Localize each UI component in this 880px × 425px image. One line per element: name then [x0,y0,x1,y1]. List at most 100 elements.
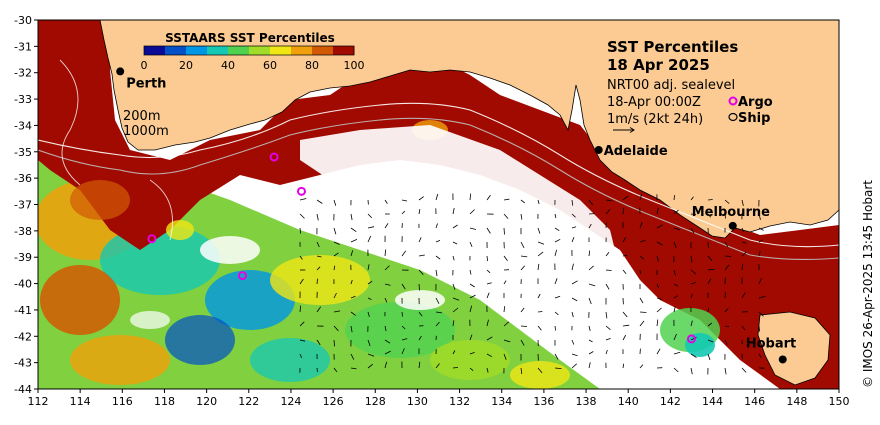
current-vector [622,324,630,327]
current-vector [656,224,663,229]
current-vector [486,319,489,327]
current-vector [520,241,525,248]
current-vector [367,297,372,301]
current-vector [486,292,490,299]
current-vector [316,213,319,221]
city-label-adelaide: Adelaide [604,144,668,159]
current-vector [554,238,561,243]
current-vector [486,282,492,285]
current-vector [537,367,543,374]
current-vector [758,353,762,358]
lat-tick-label: -32 [14,67,32,80]
current-vector [316,241,320,248]
legend-200m: 200m [123,109,160,124]
current-vector [673,195,675,201]
current-vector [758,278,762,285]
current-vector [486,227,491,234]
ship-legend-icon [728,112,738,122]
current-vector [741,227,744,233]
lon-tick-label: 130 [407,395,428,408]
current-vector [435,297,440,304]
lon-tick-label: 146 [744,395,765,408]
current-vector [707,255,713,262]
current-vector [316,306,322,313]
current-vector [673,295,679,299]
current-vector [639,255,645,260]
current-vector [333,292,337,299]
current-vector [469,269,472,275]
current-vector [384,199,388,204]
current-vector [367,226,375,229]
colorbar-swatches [144,46,355,55]
current-vector [384,361,388,369]
current-vector [605,311,608,319]
current-vector [741,251,747,257]
current-vector [656,241,663,246]
current-vector [673,227,681,231]
current-vector [571,297,578,302]
current-vector [469,352,475,355]
current-vector [418,237,422,243]
lon-tick-label: 136 [533,395,554,408]
lon-tick-label: 132 [449,395,470,408]
current-vector [435,255,441,260]
colorbar-swatch [207,46,229,55]
current-vector [333,367,338,373]
current-vector [724,264,730,271]
city-dot-perth [116,67,125,76]
current-vector [418,254,425,257]
current-vector [384,325,387,332]
current-vector [639,239,646,243]
lon-tick-label: 150 [829,395,850,408]
current-vector [469,209,475,215]
current-vector [571,353,578,357]
colorbar-tick-label: 40 [221,59,235,72]
current-vector [758,227,764,231]
current-vector [707,307,709,313]
current-vector [656,207,659,215]
current-vector [401,210,406,215]
current-vector [690,353,697,358]
city-label-melbourne: Melbourne [692,205,770,220]
current-vector [469,294,476,299]
current-vector [639,311,647,313]
current-vector [588,223,592,229]
current-vector [622,207,625,215]
current-vector [554,213,557,219]
current-vector [384,297,388,303]
lon-tick-label: 116 [112,395,133,408]
current-vector [690,196,694,201]
lat-tick-label: -37 [14,199,32,212]
current-vector [741,325,746,331]
colorbar-swatch [270,46,292,55]
current-vector [690,269,696,275]
current-vector [673,306,676,313]
current-vector [554,227,560,232]
current-vector [401,338,408,341]
current-vector [452,367,459,369]
current-vector [486,353,493,358]
colorbar-swatch [312,46,334,55]
argo-float-marker [296,186,306,196]
current-vector [673,351,681,355]
current-vector [367,235,372,243]
current-vector [707,199,713,201]
lat-tick-label: -39 [14,251,32,264]
current-vector [571,339,575,345]
current-vector [452,207,455,215]
colorbar-swatch [333,46,355,55]
current-vector [707,278,712,285]
current-vector [350,279,353,285]
colorbar-tick-label: 80 [305,59,319,72]
current-vector [384,249,387,257]
current-vector [469,367,474,372]
current-vector [435,240,441,243]
current-vector [520,199,526,204]
current-vector [299,255,303,260]
current-vector [554,249,557,257]
current-vector [673,241,677,249]
current-vector [605,283,610,290]
lon-tick-label: 120 [196,395,217,408]
current-vector [333,241,340,245]
